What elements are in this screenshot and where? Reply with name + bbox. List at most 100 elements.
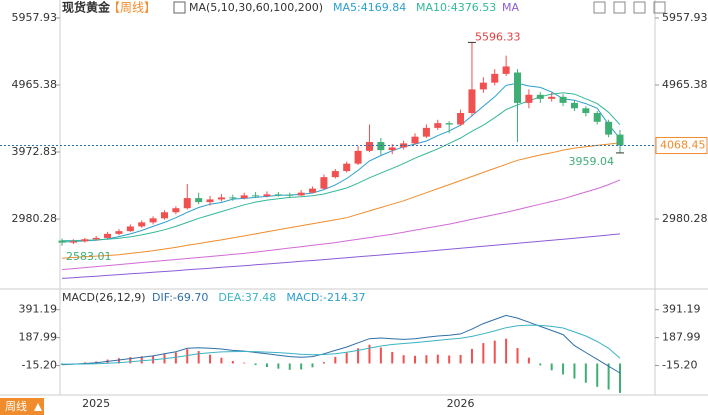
macd-bar (505, 338, 508, 364)
macd-bar (334, 356, 337, 364)
candle-body (149, 218, 157, 223)
macd-bar (186, 349, 189, 364)
legend-more: MA (502, 1, 519, 14)
y-tick-label: -15.20 (22, 359, 57, 372)
y-tick-label: 5957.93 (12, 11, 58, 24)
macd-bar (607, 363, 610, 390)
candle-body (457, 113, 465, 125)
macd-bar (174, 352, 177, 364)
macd-bar (539, 363, 542, 366)
candle-body (582, 108, 590, 114)
macd-bar (562, 363, 565, 375)
toolbar-icon[interactable] (593, 1, 606, 14)
y-tick-label-right: 187.99 (662, 331, 701, 344)
macd-bar (402, 355, 405, 364)
macd-bar (596, 363, 599, 387)
candle-body (58, 240, 66, 243)
candle-body (297, 192, 305, 196)
macd-bar (277, 363, 280, 369)
price-box-label: 4068.45 (660, 139, 706, 152)
line (61, 179, 621, 271)
macd-bar (619, 363, 621, 393)
toolbar (593, 1, 666, 14)
macd-bar (584, 363, 587, 383)
legend-entry: MACD:-214.37 (286, 291, 365, 304)
candle-body (559, 96, 567, 103)
y-tick-label-right: -15.20 (662, 359, 697, 372)
candle-body (388, 147, 396, 151)
high-label: 5596.33 (475, 30, 521, 43)
macd-bar (220, 357, 223, 364)
candle-body (343, 163, 351, 172)
candle-body (309, 188, 317, 193)
macd-bar (550, 363, 553, 371)
toolbar-icon[interactable] (613, 1, 626, 14)
legend-entry: MA5:4169.84 (333, 1, 406, 14)
macd-bar (83, 362, 86, 364)
line (61, 142, 621, 259)
candle-body (434, 123, 442, 128)
y-tick-label-right: 4965.38 (662, 78, 708, 91)
y-tick-label-right: 391.19 (662, 303, 701, 316)
macd-bar (345, 352, 348, 364)
macd-bar (322, 362, 325, 364)
line (61, 314, 621, 374)
macd-bar (209, 354, 212, 364)
y-tick-label: 187.99 (19, 331, 58, 344)
candle-body (536, 94, 544, 99)
macd-bar (265, 363, 268, 368)
indicator-icon[interactable] (173, 1, 186, 14)
macd-bar (231, 360, 234, 364)
legend-entry: MA10:4376.53 (416, 1, 496, 14)
line (61, 82, 621, 243)
candle-body (69, 241, 77, 243)
candle-body (160, 212, 168, 219)
period-button[interactable] (0, 398, 44, 415)
y-tick-label: 3972.83 (12, 145, 58, 158)
candle-body (217, 197, 225, 200)
candle-body (252, 195, 260, 197)
candle-body (616, 134, 624, 146)
x-tick-label: 2026 (447, 397, 475, 410)
macd-bar (129, 357, 132, 364)
candle-body (115, 231, 123, 234)
candle-body (605, 121, 613, 135)
period-button-label[interactable]: 周线 (5, 399, 27, 413)
candle-body (195, 198, 203, 203)
candle-body (183, 198, 191, 209)
macd-bar (425, 355, 428, 364)
macd-bar (436, 354, 439, 364)
candle-body (263, 194, 271, 197)
candle-body (411, 136, 419, 144)
y-tick-label: 4965.38 (12, 78, 58, 91)
macd-bar (527, 357, 530, 364)
legend-entry: DEA:37.48 (218, 291, 276, 304)
x-tick-label: 2025 (82, 397, 110, 410)
macd-title: MACD(26,12,9) (62, 291, 146, 304)
candle-body (422, 127, 430, 137)
period-button-arrow[interactable] (34, 403, 42, 411)
toolbar-icon[interactable] (633, 1, 646, 14)
candle-body (92, 237, 100, 240)
candle-body (548, 96, 556, 99)
macd-bar (140, 356, 143, 364)
candle-body (274, 194, 282, 196)
macd-bar (516, 348, 519, 364)
candle-body (331, 171, 339, 178)
chart-title: 现货黄金 (62, 0, 111, 15)
line (62, 324, 621, 365)
toolbar-icon[interactable] (653, 1, 666, 14)
candle-body (593, 113, 601, 122)
macd-bar (117, 358, 120, 364)
indicator-label: MA(5,10,30,60,100,200) (189, 1, 323, 14)
candle-body (81, 239, 89, 242)
candle-body (514, 72, 522, 103)
candle-body (502, 66, 510, 74)
candle-body (104, 233, 112, 238)
macd-bar (573, 363, 576, 379)
macd-bar (288, 363, 291, 370)
macd-bar (470, 348, 473, 364)
macd-bar (448, 355, 451, 364)
